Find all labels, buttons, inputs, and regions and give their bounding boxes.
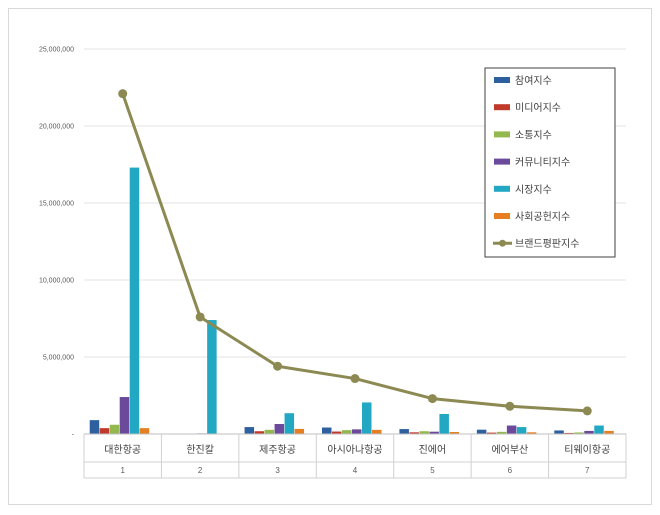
x-tick-number: 5 <box>430 466 435 475</box>
bar-소통지수-제주항공 <box>264 429 275 434</box>
legend-label: 미디어지수 <box>515 102 561 114</box>
bar-참여지수-대한항공 <box>89 420 100 434</box>
bar-커뮤니티지수-진에어 <box>429 431 439 434</box>
legend-label: 커뮤니티지수 <box>515 157 570 169</box>
legend-swatch-참여지수 <box>494 77 510 83</box>
bar-시장지수-티웨이항공 <box>594 425 604 434</box>
x-tick-number: 2 <box>198 466 203 475</box>
y-tick-label: 15,000,000 <box>39 201 74 208</box>
bar-커뮤니티지수-에어부산 <box>506 425 517 434</box>
bar-커뮤니티지수-제주항공 <box>274 423 285 434</box>
point-브랜드평판지수-진에어 <box>427 394 437 404</box>
point-브랜드평판지수-아시아나항공 <box>350 374 360 384</box>
legend-swatch-소통지수 <box>494 131 510 138</box>
bar-사회공헌지수-에어부산 <box>526 432 537 434</box>
bar-커뮤니티지수-대한항공 <box>119 397 130 434</box>
x-tick-label: 티웨이항공 <box>564 444 610 456</box>
bar-미디어지수-대한항공 <box>99 428 110 434</box>
bar-소통지수-대한항공 <box>109 424 120 434</box>
bar-미디어지수-에어부산 <box>486 432 497 434</box>
point-브랜드평판지수-제주항공 <box>273 361 283 371</box>
bar-시장지수-한진칼 <box>207 320 217 434</box>
x-tick-label: 아시아나항공 <box>327 444 382 456</box>
x-tick-number: 7 <box>585 466 590 475</box>
legend-label: 사회공헌지수 <box>515 211 570 223</box>
bar-참여지수-에어부산 <box>476 429 487 434</box>
bar-사회공헌지수-아시아나항공 <box>372 429 382 434</box>
bar-사회공헌지수-진에어 <box>449 431 459 434</box>
bar-시장지수-제주항공 <box>284 413 295 434</box>
bar-미디어지수-아시아나항공 <box>332 431 342 434</box>
point-브랜드평판지수-에어부산 <box>505 401 515 411</box>
bar-시장지수-에어부산 <box>516 427 527 434</box>
legend-label: 브랜드평판지수 <box>515 238 579 250</box>
y-tick-label: 5,000,000 <box>43 355 74 362</box>
legend-swatch-커뮤니티지수 <box>494 158 510 165</box>
legend-label: 시장지수 <box>515 184 552 196</box>
bar-참여지수-아시아나항공 <box>322 427 332 434</box>
chart-frame <box>8 8 652 505</box>
bar-소통지수-에어부산 <box>496 431 507 434</box>
bar-커뮤니티지수-아시아나항공 <box>352 429 362 434</box>
bar-소통지수-아시아나항공 <box>342 430 352 434</box>
legend-line-marker <box>499 239 506 247</box>
x-tick-label: 제주항공 <box>259 444 296 456</box>
bar-시장지수-진에어 <box>439 413 449 434</box>
bar-커뮤니티지수-티웨이항공 <box>584 430 594 434</box>
x-tick-label: 진에어 <box>419 444 447 456</box>
bar-시장지수-대한항공 <box>129 167 140 434</box>
bar-소통지수-티웨이항공 <box>574 432 584 434</box>
x-tick-label: 대한항공 <box>104 444 141 456</box>
legend-swatch-시장지수 <box>494 185 510 192</box>
bar-참여지수-티웨이항공 <box>554 430 564 434</box>
bar-참여지수-제주항공 <box>244 427 255 434</box>
legend-swatch-사회공헌지수 <box>494 213 510 219</box>
y-tick-label: 25,000,000 <box>39 47 74 54</box>
x-tick-label: 한진칼 <box>186 443 214 456</box>
point-브랜드평판지수-티웨이항공 <box>582 406 592 416</box>
y-tick-label: - <box>72 432 75 439</box>
y-tick-label: 10,000,000 <box>39 278 74 285</box>
point-브랜드평판지수-한진칼 <box>195 312 205 322</box>
x-tick-number: 1 <box>120 466 125 475</box>
point-브랜드평판지수-대한항공 <box>118 89 128 99</box>
x-tick-label: 에어부산 <box>491 444 528 456</box>
bar-시장지수-아시아나항공 <box>362 402 372 434</box>
x-tick-number: 3 <box>275 466 280 475</box>
legend-label: 참여지수 <box>515 75 552 87</box>
x-tick-number: 6 <box>508 466 513 475</box>
bar-미디어지수-진에어 <box>409 432 419 434</box>
bar-사회공헌지수-티웨이항공 <box>604 430 614 434</box>
bar-참여지수-진에어 <box>399 429 409 434</box>
bar-사회공헌지수-대한항공 <box>139 428 150 434</box>
bar-미디어지수-제주항공 <box>254 431 265 434</box>
bar-사회공헌지수-제주항공 <box>294 428 305 434</box>
legend-label: 소통지수 <box>515 129 552 141</box>
bar-소통지수-진에어 <box>419 431 429 434</box>
x-tick-number: 4 <box>353 466 358 475</box>
bar-미디어지수-티웨이항공 <box>564 432 574 434</box>
legend-swatch-미디어지수 <box>494 104 510 111</box>
y-tick-label: 20,000,000 <box>39 124 74 131</box>
